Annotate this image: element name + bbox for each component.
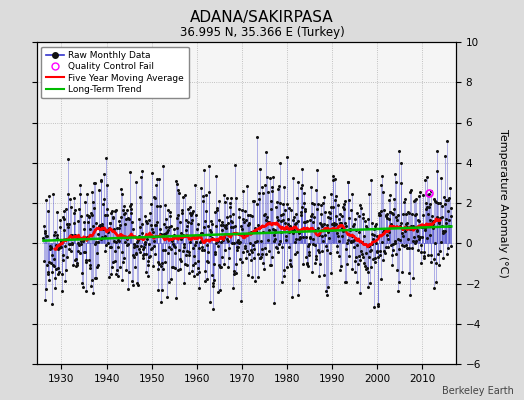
Text: ADANA/SAKIRPASA: ADANA/SAKIRPASA <box>190 10 334 25</box>
Text: 36.995 N, 35.366 E (Turkey): 36.995 N, 35.366 E (Turkey) <box>180 26 344 39</box>
Y-axis label: Temperature Anomaly (°C): Temperature Anomaly (°C) <box>498 129 508 277</box>
Legend: Raw Monthly Data, Quality Control Fail, Five Year Moving Average, Long-Term Tren: Raw Monthly Data, Quality Control Fail, … <box>41 46 189 98</box>
Text: Berkeley Earth: Berkeley Earth <box>442 386 514 396</box>
